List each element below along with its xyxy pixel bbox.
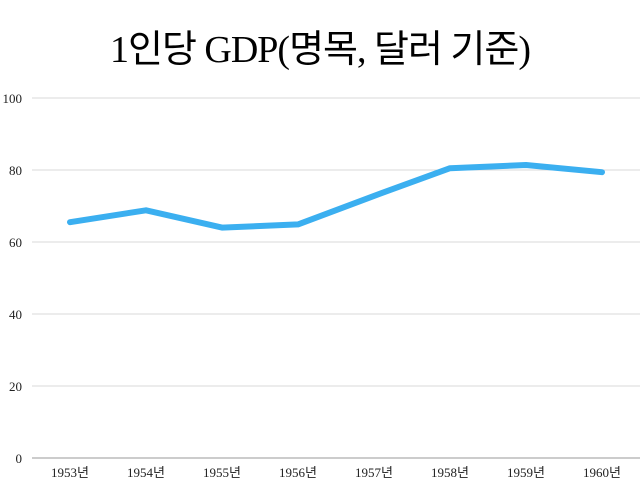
x-tick-label: 1957년 (355, 465, 393, 480)
x-tick-label: 1960년 (583, 465, 621, 480)
y-tick-label: 40 (9, 307, 22, 322)
x-tick-label: 1956년 (279, 465, 317, 480)
x-tick-label: 1955년 (203, 465, 241, 480)
x-tick-label: 1954년 (127, 465, 165, 480)
x-tick-label: 1959년 (507, 465, 545, 480)
x-tick-label: 1953년 (51, 465, 89, 480)
y-tick-label: 0 (16, 451, 23, 466)
data-line (67, 162, 605, 231)
gridlines (32, 97, 640, 459)
x-tick-label: 1958년 (431, 465, 469, 480)
x-axis-ticks: 1953년 1954년 1955년 1956년 1957년 1958년 1959년 1960년 (51, 465, 621, 480)
y-tick-label: 20 (9, 379, 22, 394)
y-axis-ticks: 0 20 40 60 80 100 (3, 91, 23, 466)
y-tick-label: 100 (3, 91, 23, 106)
chart-title: 1인당 GDP(명목, 달러 기준) (109, 29, 531, 71)
y-tick-label: 80 (9, 163, 22, 178)
y-tick-label: 60 (9, 235, 22, 250)
